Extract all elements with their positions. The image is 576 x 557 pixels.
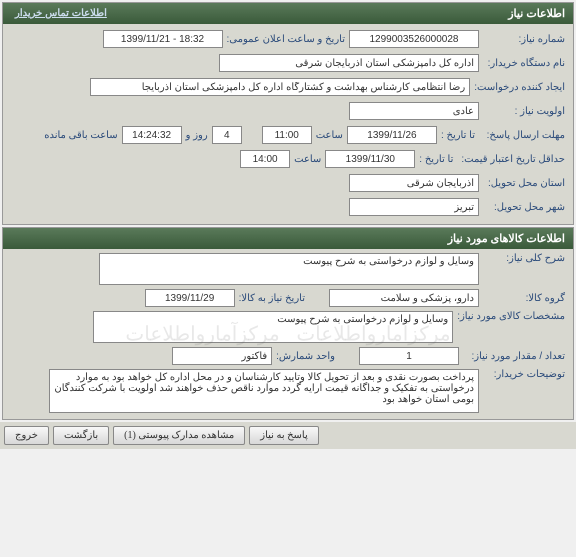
respond-button[interactable]: پاسخ به نیاز <box>249 426 319 445</box>
city-label: شهر محل تحویل: <box>479 202 569 213</box>
attachments-button[interactable]: مشاهده مدارک پیوستی (1) <box>113 426 245 445</box>
city-field[interactable] <box>349 198 479 216</box>
contact-info-link[interactable]: اطلاعات تماس خریدار <box>11 8 111 19</box>
row-buyer-org: نام دستگاه خریدار: <box>7 52 569 74</box>
min-validity-date-field[interactable] <box>325 150 415 168</box>
goods-date-label: تاریخ نیاز به کالا: <box>235 293 309 304</box>
remaining-label: ساعت باقی مانده <box>40 130 121 141</box>
buyer-notes-label: توضیحات خریدار: <box>479 369 569 380</box>
row-quantity: تعداد / مقدار مورد نیاز: واحد شمارش: <box>7 345 569 367</box>
need-number-field[interactable] <box>349 30 479 48</box>
priority-field[interactable] <box>349 102 479 120</box>
to-date-label: تا تاریخ : <box>437 130 479 141</box>
buyer-notes-field[interactable] <box>49 369 479 413</box>
province-label: استان محل تحویل: <box>479 178 569 189</box>
goods-info-panel: اطلاعات کالاهای مورد نیاز شرح کلی نیاز: … <box>2 227 574 420</box>
unit-field[interactable] <box>172 347 272 365</box>
quantity-label: تعداد / مقدار مورد نیاز: <box>459 351 569 362</box>
row-deadline: مهلت ارسال پاسخ: تا تاریخ : ساعت روز و س… <box>7 124 569 146</box>
days-remaining-field <box>212 126 242 144</box>
buyer-org-label: نام دستگاه خریدار: <box>479 58 569 69</box>
row-city: شهر محل تحویل: <box>7 196 569 218</box>
need-info-body: شماره نیاز: تاریخ و ساعت اعلان عمومی: نا… <box>3 24 573 224</box>
exit-button[interactable]: خروج <box>4 426 49 445</box>
goods-spec-label: مشخصات کالای مورد نیاز: <box>453 311 569 322</box>
min-validity-to-label: تا تاریخ : <box>415 154 457 165</box>
quantity-field[interactable] <box>359 347 459 365</box>
min-validity-label: حداقل تاریخ اعتبار قیمت: <box>457 154 569 165</box>
public-date-label: تاریخ و ساعت اعلان عمومی: <box>223 34 350 45</box>
goods-info-header: اطلاعات کالاهای مورد نیاز <box>3 228 573 249</box>
row-goods-spec: مشخصات کالای مورد نیاز: <box>7 311 569 343</box>
need-info-panel: اطلاعات نیاز اطلاعات تماس خریدار شماره ن… <box>2 2 574 225</box>
requester-label: ایجاد کننده درخواست: <box>470 82 569 93</box>
deadline-label: مهلت ارسال پاسخ: <box>479 130 569 141</box>
button-bar: پاسخ به نیاز مشاهده مدارک پیوستی (1) باز… <box>0 422 576 449</box>
public-date-field[interactable] <box>103 30 223 48</box>
general-desc-label: شرح کلی نیاز: <box>479 253 569 264</box>
row-requester: ایجاد کننده درخواست: <box>7 76 569 98</box>
goods-date-field[interactable] <box>145 289 235 307</box>
days-label: روز و <box>182 130 212 141</box>
row-goods-group: گروه کالا: تاریخ نیاز به کالا: <box>7 287 569 309</box>
deadline-time-field[interactable] <box>262 126 312 144</box>
goods-group-label: گروه کالا: <box>479 293 569 304</box>
general-desc-field[interactable] <box>99 253 479 285</box>
goods-panel-title: اطلاعات کالاهای مورد نیاز <box>448 232 565 245</box>
need-number-label: شماره نیاز: <box>479 34 569 45</box>
goods-info-body: شرح کلی نیاز: گروه کالا: تاریخ نیاز به ک… <box>3 249 573 419</box>
row-buyer-notes: توضیحات خریدار: <box>7 369 569 413</box>
deadline-date-field[interactable] <box>347 126 437 144</box>
row-general-desc: شرح کلی نیاز: <box>7 253 569 285</box>
need-info-header: اطلاعات نیاز اطلاعات تماس خریدار <box>3 3 573 24</box>
min-validity-time-field[interactable] <box>240 150 290 168</box>
goods-spec-field[interactable] <box>93 311 453 343</box>
panel-title: اطلاعات نیاز <box>508 7 565 20</box>
min-validity-time-label: ساعت <box>290 154 325 165</box>
province-field[interactable] <box>349 174 479 192</box>
row-priority: اولویت نیاز : <box>7 100 569 122</box>
row-need-number: شماره نیاز: تاریخ و ساعت اعلان عمومی: <box>7 28 569 50</box>
requester-field[interactable] <box>90 78 470 96</box>
row-min-validity: حداقل تاریخ اعتبار قیمت: تا تاریخ : ساعت <box>7 148 569 170</box>
time-remaining-field <box>122 126 182 144</box>
unit-label: واحد شمارش: <box>272 351 339 362</box>
buyer-org-field[interactable] <box>219 54 479 72</box>
goods-group-field[interactable] <box>329 289 479 307</box>
back-button[interactable]: بازگشت <box>53 426 109 445</box>
deadline-time-label: ساعت <box>312 130 347 141</box>
row-province: استان محل تحویل: <box>7 172 569 194</box>
priority-label: اولویت نیاز : <box>479 106 569 117</box>
